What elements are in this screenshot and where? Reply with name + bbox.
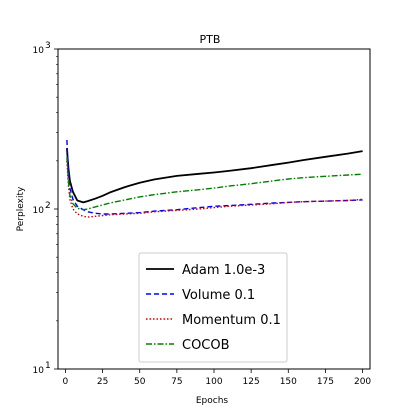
legend-label-2: Momentum 0.1: [182, 313, 281, 328]
legend: Adam 1.0e-3 Volume 0.1 Momentum 0.1 COCOB: [138, 252, 288, 363]
y-tick-exponent: 1: [45, 361, 51, 371]
x-tick-label: 125: [243, 377, 260, 387]
y-axis-label: Perplexity: [16, 186, 26, 231]
legend-label-1: Volume 0.1: [182, 288, 255, 303]
legend-box: [138, 252, 288, 363]
x-tick-label: 100: [205, 377, 222, 387]
x-tick-label: 175: [317, 377, 334, 387]
series-line-0: [66, 148, 363, 204]
x-tick-label: 200: [354, 377, 371, 387]
x-tick-label: 0: [63, 377, 69, 387]
x-tick-label: 75: [171, 377, 182, 387]
series-line-2: [66, 160, 363, 218]
x-tick-label: 150: [280, 377, 297, 387]
legend-label-0: Adam 1.0e-3: [182, 263, 265, 278]
x-axis: 0 25 50 75 100 125 150 175 200: [63, 369, 371, 387]
x-tick-label: 25: [97, 377, 108, 387]
y-tick-label: 10: [33, 46, 45, 56]
x-axis-label: Epochs: [196, 396, 229, 406]
y-tick-label: 10: [33, 366, 45, 376]
legend-label-3: COCOB: [182, 338, 230, 353]
y-tick-exponent: 3: [45, 41, 51, 51]
series-line-3: [66, 157, 363, 211]
y-tick-exponent: 2: [45, 201, 51, 211]
x-tick-label: 50: [134, 377, 146, 387]
y-tick-label: 10: [33, 206, 45, 216]
chart-title: PTB: [200, 33, 221, 46]
series-layer: [66, 139, 363, 218]
